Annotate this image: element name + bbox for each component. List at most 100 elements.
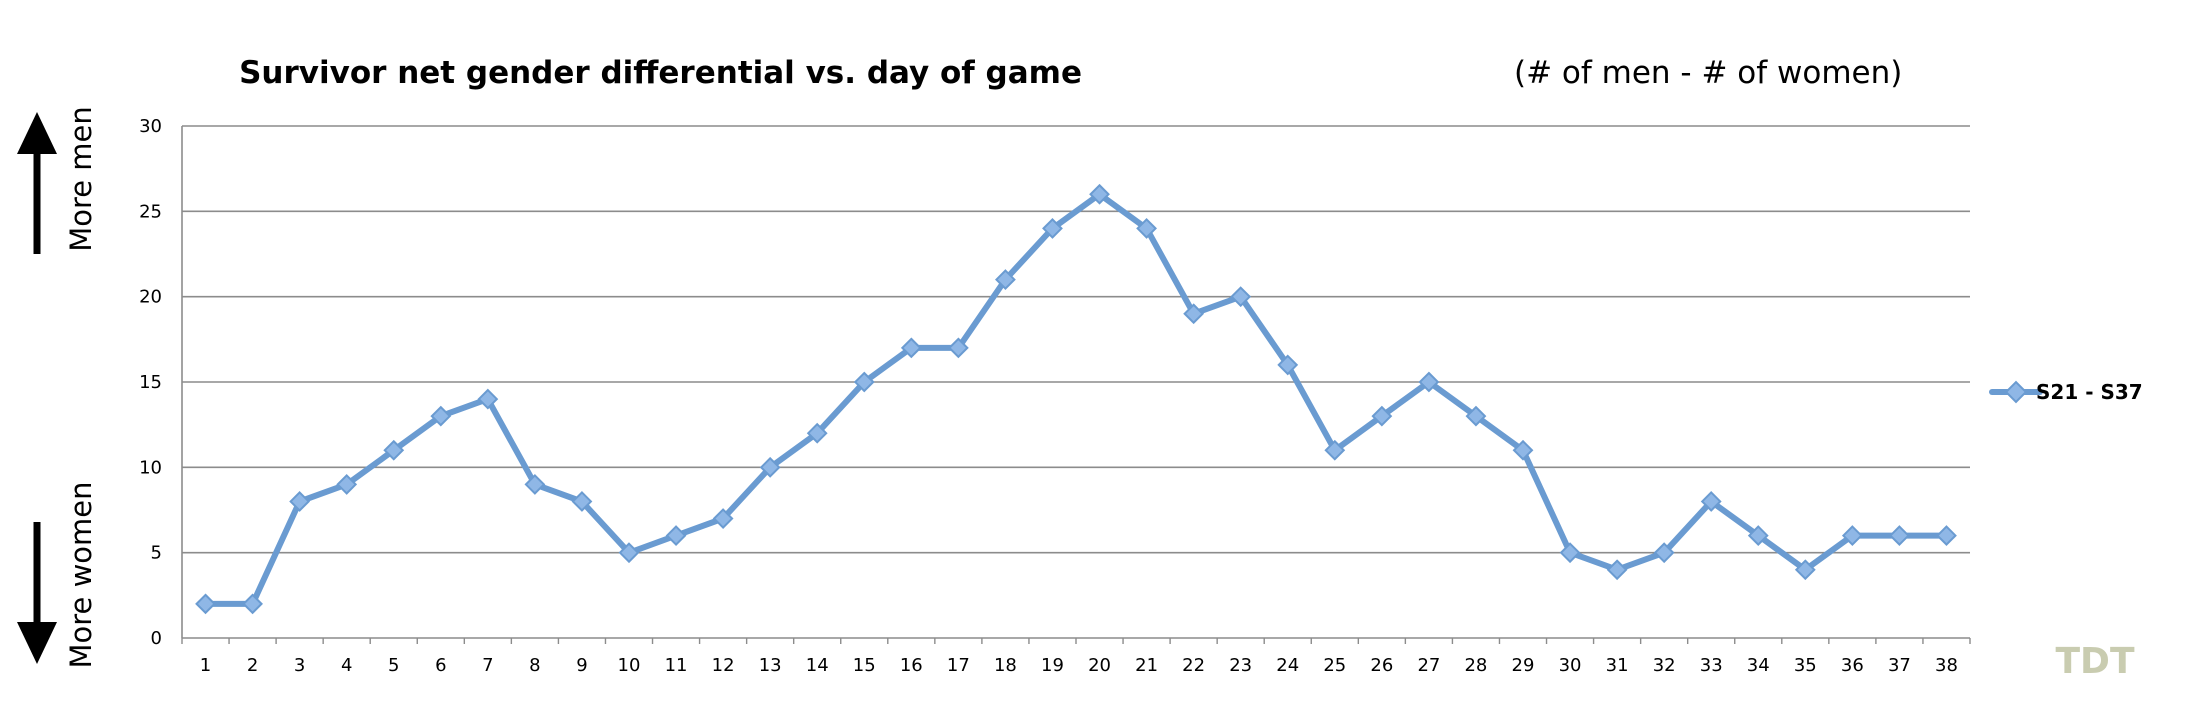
x-tick-label: 31 <box>1606 655 1629 676</box>
x-tick-label: 23 <box>1229 655 1252 676</box>
data-point <box>1559 542 1581 564</box>
y-tick-label: 5 <box>151 543 162 564</box>
x-tick-label: 16 <box>900 655 923 676</box>
x-tick-label: 1 <box>200 655 211 676</box>
chart-title: Survivor net gender differential vs. day… <box>239 55 1082 91</box>
data-point <box>618 542 640 564</box>
x-tick-label: 20 <box>1088 655 1111 676</box>
data-point <box>383 439 405 461</box>
up-arrow-head-icon <box>17 112 57 154</box>
y-tick-label: 25 <box>139 201 162 222</box>
data-point <box>1794 559 1816 581</box>
x-tick-label: 29 <box>1512 655 1535 676</box>
data-point <box>853 371 875 393</box>
x-tick-label: 11 <box>665 655 688 676</box>
data-point <box>1936 525 1957 547</box>
data-point <box>1371 405 1393 427</box>
data-point <box>477 388 499 410</box>
x-tick-label: 26 <box>1370 655 1393 676</box>
more-women-label: More women <box>64 481 98 668</box>
data-point <box>712 508 734 529</box>
more-women-arrow <box>17 522 57 664</box>
x-tick-label: 33 <box>1700 655 1723 676</box>
x-tick-label: 6 <box>435 655 446 676</box>
x-tick-label: 7 <box>482 655 493 676</box>
x-tick-label: 22 <box>1182 655 1205 676</box>
y-tick-label: 20 <box>139 287 162 308</box>
data-point <box>289 491 311 512</box>
legend: S21 - S37 <box>1989 380 2143 404</box>
data-point <box>1230 286 1252 308</box>
data-point <box>1841 525 1863 547</box>
data-point <box>1700 491 1722 512</box>
data-point <box>1277 354 1299 376</box>
x-tick-label: 17 <box>947 655 970 676</box>
x-tick-label: 37 <box>1888 655 1911 676</box>
data-point <box>1136 217 1157 239</box>
x-tick-label: 30 <box>1559 655 1582 676</box>
chart-subtitle: (# of men - # of women) <box>1514 55 1902 91</box>
x-tick-label: 34 <box>1747 655 1770 676</box>
data-point <box>1606 559 1628 581</box>
x-tick-label: 13 <box>759 655 782 676</box>
data-point <box>242 593 263 615</box>
data-point <box>806 422 828 444</box>
y-tick-label: 10 <box>139 457 162 478</box>
data-point <box>195 593 216 615</box>
x-tick-label: 9 <box>576 655 587 676</box>
x-tick-label: 25 <box>1323 655 1346 676</box>
x-tick-label: 35 <box>1794 655 1817 676</box>
data-point <box>1653 542 1675 564</box>
x-axis-ticks: 1 2 3 4 5 6 7 8 9 10 11 12 13 14 15 16 17 18 19 20 21 22 23 24 2… <box>200 655 1958 676</box>
watermark-logo: TDT <box>2056 641 2135 682</box>
x-tick-label: 10 <box>618 655 641 676</box>
data-point <box>900 337 922 359</box>
data-point <box>1747 525 1769 547</box>
y-tick-label: 30 <box>139 116 162 137</box>
more-men-label: More men <box>64 106 98 252</box>
data-point <box>995 269 1016 291</box>
legend-marker <box>2004 380 2028 404</box>
data-point <box>571 491 593 512</box>
x-tick-label: 36 <box>1841 655 1864 676</box>
data-point <box>1512 439 1534 461</box>
x-tick-label: 27 <box>1417 655 1440 676</box>
y-tick-label: 15 <box>139 372 162 393</box>
y-tick-label: 0 <box>151 628 162 649</box>
x-tick-label: 28 <box>1464 655 1487 676</box>
x-tick-label: 21 <box>1135 655 1158 676</box>
series-group <box>195 183 1957 615</box>
x-tick-label: 19 <box>1041 655 1064 676</box>
down-arrow-head-icon <box>17 622 57 664</box>
data-point <box>1418 371 1440 393</box>
x-tick-label: 3 <box>294 655 305 676</box>
x-tick-label: 32 <box>1653 655 1676 676</box>
data-point <box>1465 405 1487 427</box>
x-tick-label: 14 <box>806 655 829 676</box>
data-point <box>1042 217 1063 239</box>
x-tick-label: 18 <box>994 655 1017 676</box>
data-point <box>1889 525 1910 547</box>
data-point <box>336 473 358 495</box>
legend-label: S21 - S37 <box>2036 380 2143 404</box>
x-tick-label: 4 <box>341 655 352 676</box>
x-tick-label: 12 <box>712 655 735 676</box>
data-point <box>524 473 546 495</box>
y-axis-ticks: 0 5 10 15 20 25 30 <box>139 116 162 649</box>
x-tick-label: 38 <box>1935 655 1958 676</box>
data-point <box>430 405 452 427</box>
data-point <box>1089 183 1110 205</box>
data-point <box>759 456 781 478</box>
x-tick-label: 24 <box>1276 655 1299 676</box>
x-tick-label: 2 <box>247 655 258 676</box>
more-men-arrow <box>17 112 57 254</box>
data-point <box>1324 439 1346 461</box>
data-point <box>665 525 687 547</box>
x-tick-label: 15 <box>853 655 876 676</box>
series-line <box>202 191 1950 607</box>
gridlines <box>181 125 1971 644</box>
data-point <box>947 337 969 359</box>
data-point <box>1183 303 1205 325</box>
x-tick-label: 8 <box>529 655 540 676</box>
